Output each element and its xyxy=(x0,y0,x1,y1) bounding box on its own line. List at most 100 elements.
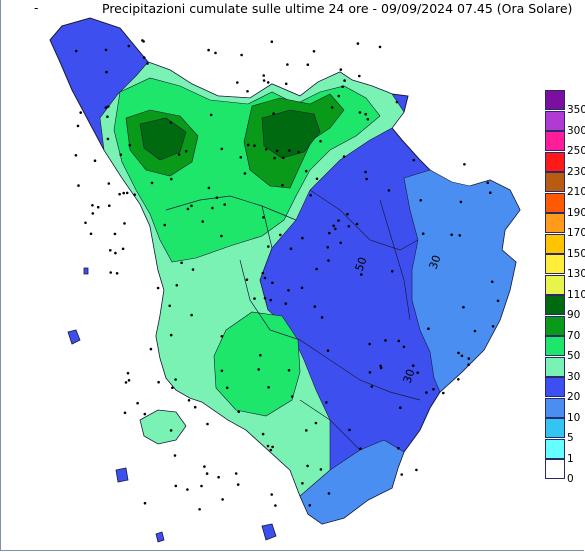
station-dot xyxy=(315,267,318,271)
station-dot xyxy=(402,345,406,349)
station-dot xyxy=(79,111,82,114)
station-dot xyxy=(206,422,209,426)
station-dot xyxy=(91,204,94,207)
station-dot xyxy=(173,454,177,457)
station-dot xyxy=(391,270,394,273)
legend-swatch-10 xyxy=(545,397,565,418)
station-dot xyxy=(460,354,464,358)
province-boundaries xyxy=(165,189,421,451)
station-dot xyxy=(467,357,471,360)
station-dot xyxy=(262,74,266,77)
island-giglio xyxy=(261,523,277,541)
title-dash: - xyxy=(34,1,39,15)
station-dot xyxy=(457,351,460,355)
station-dot xyxy=(289,247,293,250)
station-dot xyxy=(269,448,273,452)
station-dot xyxy=(341,85,344,88)
station-dot xyxy=(169,121,173,124)
legend-label-110: 110 xyxy=(567,288,585,301)
station-dot xyxy=(257,368,261,371)
legend-label-170: 170 xyxy=(567,227,585,239)
station-dot xyxy=(496,299,500,303)
station-dot xyxy=(142,40,145,43)
station-dot xyxy=(121,247,125,251)
station-dot xyxy=(127,379,131,382)
legend-swatch-30 xyxy=(545,356,565,377)
station-dot xyxy=(267,245,270,248)
precipitation-legend: 350 300 250 230 210 190 170 150 130 110 90 70 50 30 20… xyxy=(545,90,585,485)
station-dot xyxy=(314,421,318,425)
station-dot xyxy=(114,251,117,255)
station-dot xyxy=(239,156,243,159)
station-dot xyxy=(325,401,328,404)
station-dot xyxy=(315,177,319,181)
station-dot xyxy=(169,333,173,337)
station-dot xyxy=(337,219,340,222)
station-dot xyxy=(489,191,492,194)
station-dot xyxy=(319,139,322,143)
contour-label-50: 50 xyxy=(353,255,370,273)
station-dot xyxy=(105,70,108,74)
station-dot xyxy=(262,79,266,82)
station-dot xyxy=(473,329,477,333)
station-dot xyxy=(339,68,343,71)
station-dot xyxy=(384,339,387,342)
station-dot xyxy=(348,428,351,432)
station-dot xyxy=(143,412,147,416)
legend-label-130: 130 xyxy=(567,268,585,280)
station-dot xyxy=(74,49,78,53)
station-dot xyxy=(109,249,112,252)
station-dot xyxy=(312,50,316,53)
legend-label-210: 210 xyxy=(567,186,585,198)
zone-90-north xyxy=(261,109,321,159)
station-dot xyxy=(467,363,470,367)
station-dots xyxy=(74,39,500,511)
station-dot xyxy=(368,342,371,346)
station-dot xyxy=(163,223,166,227)
station-dot xyxy=(259,353,262,357)
legend-swatch-0 xyxy=(545,459,565,479)
station-dot xyxy=(253,144,256,147)
station-dot xyxy=(119,153,123,156)
station-dot xyxy=(184,149,188,153)
station-dot xyxy=(313,305,317,308)
station-dot xyxy=(343,79,346,82)
legend-swatch-20 xyxy=(545,377,565,397)
station-dot xyxy=(118,192,121,196)
station-dot xyxy=(209,113,213,117)
station-dot xyxy=(301,236,304,240)
station-dot xyxy=(300,286,304,290)
station-dot xyxy=(236,81,239,84)
legend-label-350: 350 xyxy=(567,104,585,116)
station-dot xyxy=(490,280,494,284)
station-dot xyxy=(237,410,240,414)
station-dot xyxy=(288,149,291,152)
station-dot xyxy=(366,117,370,121)
station-dot xyxy=(297,150,300,154)
station-dot xyxy=(74,154,78,157)
station-dot xyxy=(328,231,331,235)
station-dot xyxy=(319,468,323,471)
station-dot xyxy=(486,181,490,184)
station-dot xyxy=(360,273,363,276)
station-dot xyxy=(347,225,351,228)
station-dot xyxy=(150,181,154,185)
island-elba xyxy=(139,409,187,445)
station-dot xyxy=(207,48,210,52)
station-dot xyxy=(104,48,108,52)
station-dot xyxy=(320,316,324,319)
station-dot xyxy=(425,391,428,394)
zone-10 xyxy=(403,169,521,393)
station-dot xyxy=(282,156,285,160)
station-dot xyxy=(217,475,220,479)
station-dot xyxy=(211,206,214,210)
station-dot xyxy=(359,447,362,451)
station-dot xyxy=(149,347,153,351)
station-dot xyxy=(290,395,294,398)
station-dot xyxy=(263,276,267,280)
station-dot xyxy=(221,498,224,501)
station-dot xyxy=(177,153,181,156)
station-dot xyxy=(170,177,173,181)
station-dot xyxy=(337,94,341,98)
station-dot xyxy=(243,172,247,175)
